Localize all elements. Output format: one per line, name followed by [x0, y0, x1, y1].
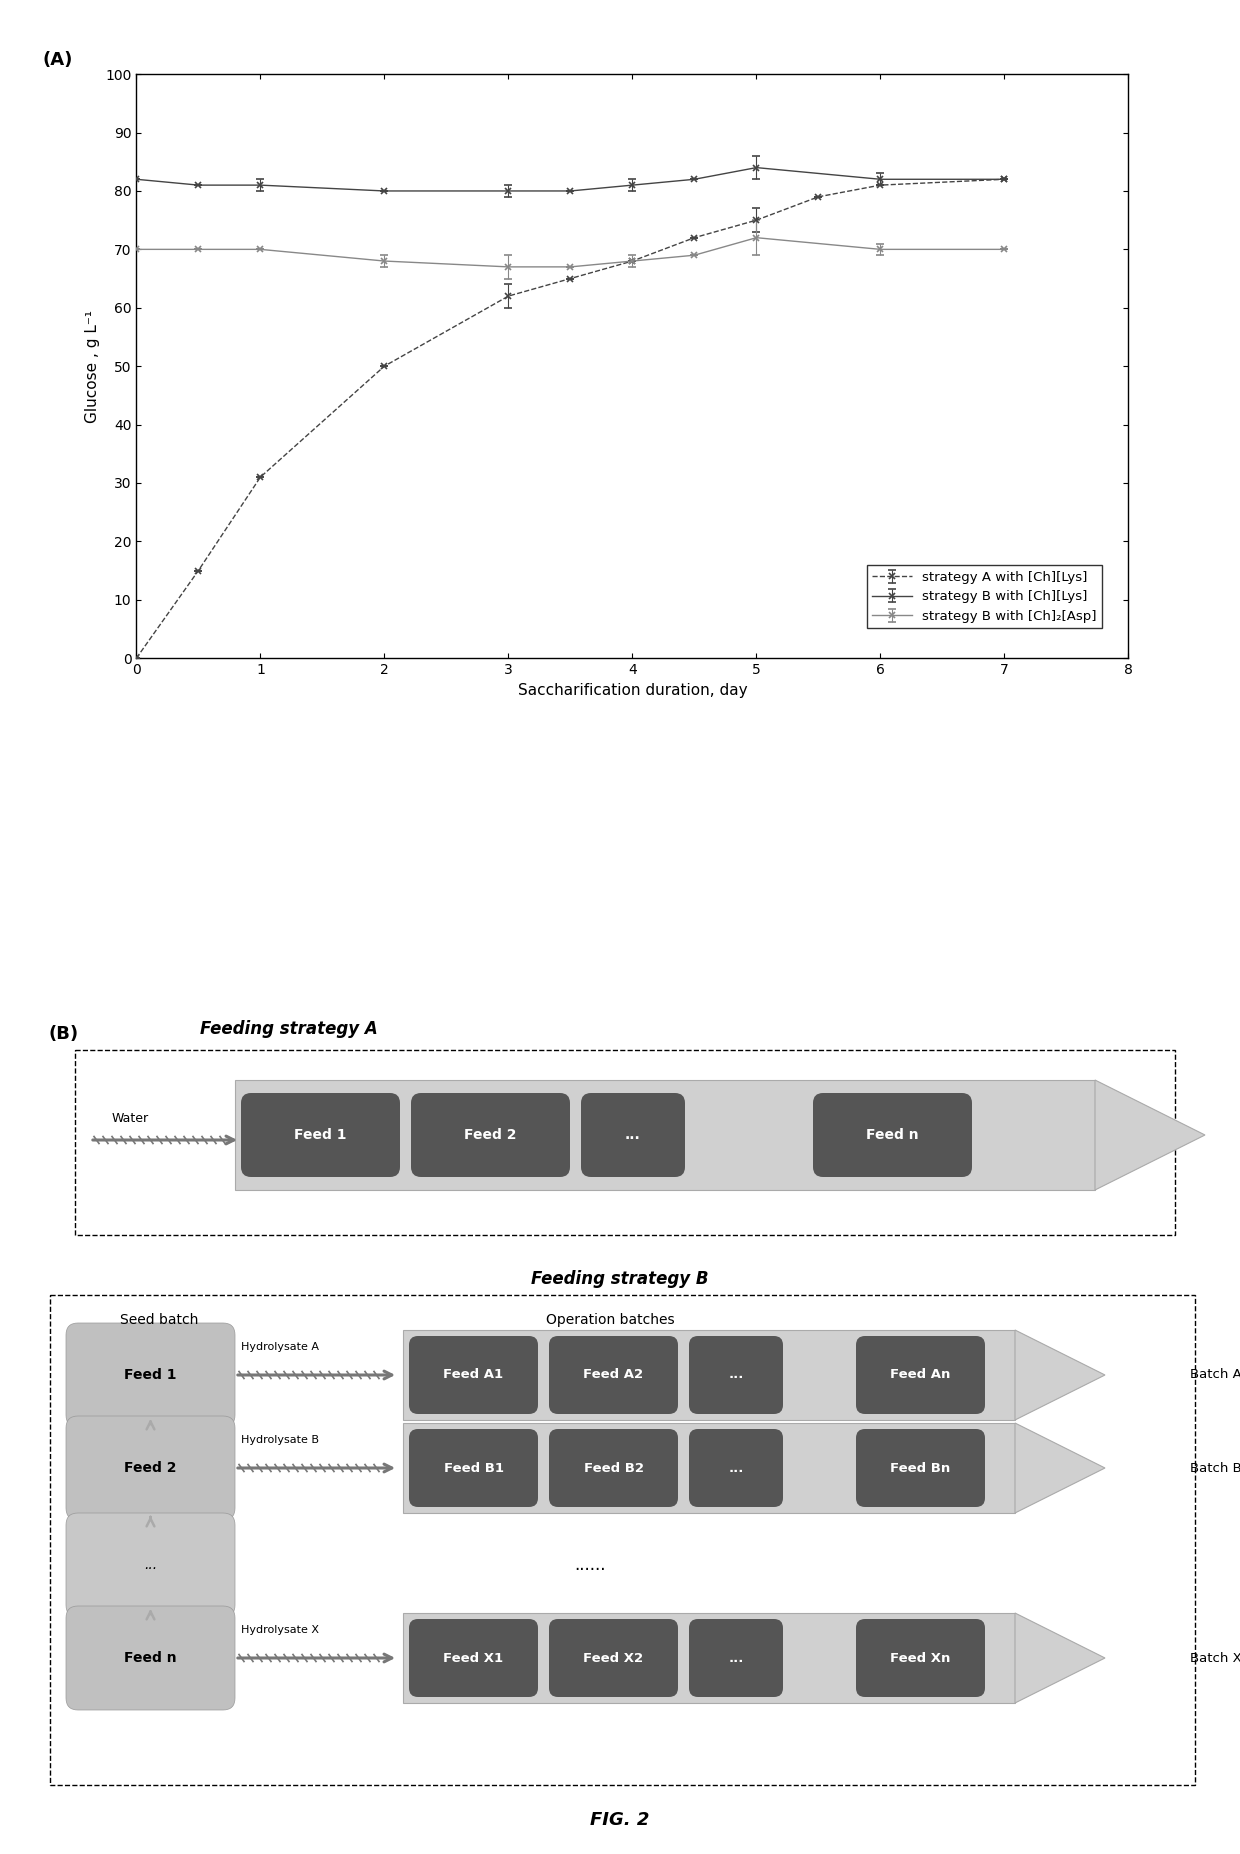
FancyBboxPatch shape	[66, 1606, 236, 1709]
FancyBboxPatch shape	[549, 1429, 678, 1507]
FancyBboxPatch shape	[241, 1094, 401, 1177]
FancyBboxPatch shape	[66, 1416, 236, 1520]
Text: Feed An: Feed An	[890, 1368, 951, 1381]
FancyBboxPatch shape	[409, 1619, 538, 1696]
Text: ...: ...	[728, 1652, 744, 1665]
Text: Feed 1: Feed 1	[294, 1127, 347, 1142]
FancyBboxPatch shape	[410, 1094, 570, 1177]
Text: ...: ...	[728, 1368, 744, 1381]
FancyBboxPatch shape	[689, 1429, 782, 1507]
Polygon shape	[1095, 1081, 1205, 1190]
Text: Batch A: Batch A	[1190, 1368, 1240, 1381]
Text: ...: ...	[625, 1127, 641, 1142]
FancyBboxPatch shape	[856, 1429, 985, 1507]
Text: Water: Water	[112, 1112, 149, 1125]
Text: (B): (B)	[48, 1025, 78, 1044]
FancyBboxPatch shape	[549, 1619, 678, 1696]
Bar	[50, 1294, 1195, 1785]
Polygon shape	[1016, 1424, 1105, 1513]
Text: Feed B2: Feed B2	[584, 1461, 644, 1474]
Text: ...: ...	[144, 1557, 157, 1572]
FancyBboxPatch shape	[409, 1337, 538, 1415]
Text: Hydrolysate B: Hydrolysate B	[241, 1435, 319, 1444]
Text: Feeding strategy B: Feeding strategy B	[531, 1270, 709, 1289]
Text: Feed n: Feed n	[867, 1127, 919, 1142]
Text: Feed 2: Feed 2	[124, 1461, 177, 1476]
FancyBboxPatch shape	[66, 1324, 236, 1428]
Text: Feed B1: Feed B1	[444, 1461, 503, 1474]
Text: FIG. 2: FIG. 2	[590, 1811, 650, 1830]
Polygon shape	[1016, 1329, 1105, 1420]
FancyBboxPatch shape	[689, 1337, 782, 1415]
Y-axis label: Glucose , g L⁻¹: Glucose , g L⁻¹	[84, 310, 99, 423]
Text: Hydrolysate X: Hydrolysate X	[241, 1624, 319, 1635]
FancyBboxPatch shape	[856, 1337, 985, 1415]
Text: Feed Bn: Feed Bn	[890, 1461, 951, 1474]
Text: ...: ...	[728, 1461, 744, 1474]
Text: ......: ......	[574, 1556, 606, 1574]
FancyBboxPatch shape	[549, 1337, 678, 1415]
Bar	[403, 1329, 1016, 1420]
Text: Feed 2: Feed 2	[464, 1127, 517, 1142]
Bar	[74, 1049, 1176, 1235]
Bar	[236, 1081, 1095, 1190]
Text: Feed X1: Feed X1	[444, 1652, 503, 1665]
Bar	[403, 1613, 1016, 1704]
FancyBboxPatch shape	[856, 1619, 985, 1696]
Text: Seed batch: Seed batch	[120, 1313, 198, 1327]
FancyBboxPatch shape	[689, 1619, 782, 1696]
Text: Operation batches: Operation batches	[546, 1313, 675, 1327]
FancyBboxPatch shape	[582, 1094, 684, 1177]
Text: (A): (A)	[42, 50, 72, 69]
Polygon shape	[1016, 1613, 1105, 1704]
FancyBboxPatch shape	[813, 1094, 972, 1177]
FancyBboxPatch shape	[409, 1429, 538, 1507]
Text: Hydrolysate A: Hydrolysate A	[241, 1342, 319, 1352]
FancyBboxPatch shape	[66, 1513, 236, 1617]
Text: Feed A2: Feed A2	[584, 1368, 644, 1381]
Text: Feed X2: Feed X2	[584, 1652, 644, 1665]
Text: Batch X: Batch X	[1190, 1652, 1240, 1665]
Bar	[403, 1424, 1016, 1513]
Text: Batch B: Batch B	[1190, 1461, 1240, 1474]
Text: Feed n: Feed n	[124, 1652, 177, 1665]
Legend: strategy A with [Ch][Lys], strategy B with [Ch][Lys], strategy B with [Ch]₂[Asp]: strategy A with [Ch][Lys], strategy B wi…	[867, 565, 1102, 629]
X-axis label: Saccharification duration, day: Saccharification duration, day	[517, 682, 748, 697]
Text: Feeding strategy A: Feeding strategy A	[200, 1020, 378, 1038]
Text: Feed 1: Feed 1	[124, 1368, 177, 1381]
Text: Feed Xn: Feed Xn	[890, 1652, 951, 1665]
Text: Feed A1: Feed A1	[444, 1368, 503, 1381]
